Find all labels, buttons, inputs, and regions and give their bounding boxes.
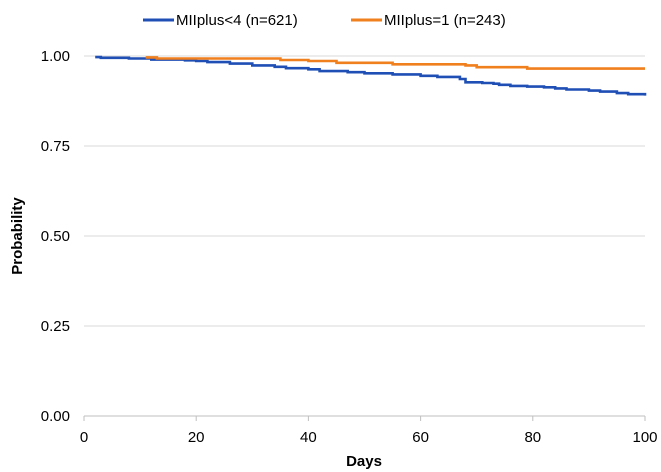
x-tick-label: 40 [300,429,317,446]
axes [83,415,646,421]
x-axis-title: Days [346,453,382,470]
x-tick-label: 20 [188,429,205,446]
y-tick-label: 0.00 [41,408,70,425]
series-line-miiplus-eq1 [145,56,645,70]
legend-label-miiplus-lt4: MIIplus<4 (n=621) [176,12,298,29]
x-tick-label: 0 [80,429,88,446]
legend-item-miiplus-eq1: MIIplus=1 (n=243) [351,12,506,29]
y-tick-label: 0.50 [41,228,70,245]
y-tick-label: 0.25 [41,318,70,335]
y-axis-title: Probability [9,197,26,275]
gridlines [84,55,645,327]
y-tick-label: 1.00 [41,48,70,65]
x-tick-label: 100 [632,429,657,446]
legend-label-miiplus-eq1: MIIplus=1 (n=243) [384,12,506,29]
x-tick-label: 60 [412,429,429,446]
data-series [95,55,647,96]
series-line-miiplus-lt4 [95,55,647,96]
y-tick-label: 0.75 [41,138,70,155]
legend: MIIplus<4 (n=621) MIIplus=1 (n=243) [143,12,506,29]
legend-item-miiplus-lt4: MIIplus<4 (n=621) [143,12,298,29]
x-tick-label: 80 [524,429,541,446]
tick-labels: 0.00 0.25 0.50 0.75 1.00 0 20 40 60 80 100 [41,48,658,446]
